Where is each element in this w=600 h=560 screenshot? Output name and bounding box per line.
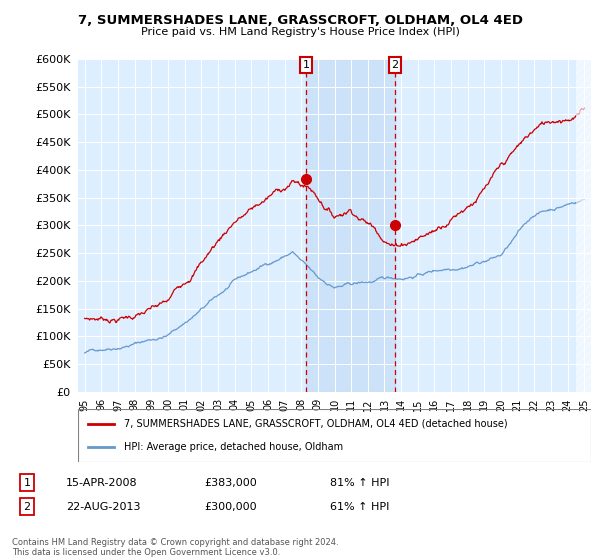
Text: Price paid vs. HM Land Registry's House Price Index (HPI): Price paid vs. HM Land Registry's House … bbox=[140, 27, 460, 37]
Text: 1: 1 bbox=[23, 478, 31, 488]
Text: 2: 2 bbox=[391, 60, 398, 70]
Text: £383,000: £383,000 bbox=[204, 478, 257, 488]
Text: 7, SUMMERSHADES LANE, GRASSCROFT, OLDHAM, OL4 4ED (detached house): 7, SUMMERSHADES LANE, GRASSCROFT, OLDHAM… bbox=[124, 419, 508, 429]
Text: £300,000: £300,000 bbox=[204, 502, 257, 512]
Text: 15-APR-2008: 15-APR-2008 bbox=[66, 478, 137, 488]
Text: 61% ↑ HPI: 61% ↑ HPI bbox=[330, 502, 389, 512]
Text: 81% ↑ HPI: 81% ↑ HPI bbox=[330, 478, 389, 488]
Bar bbox=[306, 59, 395, 392]
Text: 2: 2 bbox=[23, 502, 31, 512]
Text: 1: 1 bbox=[302, 60, 310, 70]
Text: HPI: Average price, detached house, Oldham: HPI: Average price, detached house, Oldh… bbox=[124, 442, 343, 452]
Text: Contains HM Land Registry data © Crown copyright and database right 2024.
This d: Contains HM Land Registry data © Crown c… bbox=[12, 538, 338, 557]
Text: 22-AUG-2013: 22-AUG-2013 bbox=[66, 502, 140, 512]
Text: 7, SUMMERSHADES LANE, GRASSCROFT, OLDHAM, OL4 4ED: 7, SUMMERSHADES LANE, GRASSCROFT, OLDHAM… bbox=[77, 14, 523, 27]
